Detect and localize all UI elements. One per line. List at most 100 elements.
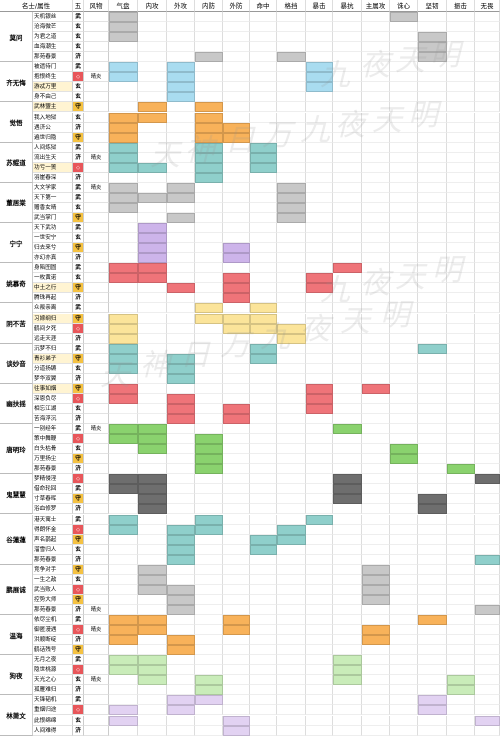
skill-name: 天机银丝 — [33, 12, 73, 22]
attribute-cell — [167, 112, 195, 123]
attribute-cell — [306, 293, 333, 304]
attribute-cell — [362, 705, 390, 716]
attribute-cell — [223, 655, 250, 666]
attribute-cell — [277, 12, 306, 22]
element-badge: ◇ — [73, 625, 84, 636]
attribute-cell — [250, 293, 277, 304]
skill-name: 洪顺断绽 — [33, 635, 73, 646]
attribute-cell — [475, 464, 500, 475]
attribute-cell — [390, 534, 418, 545]
attribute-cell — [447, 102, 475, 113]
attribute-cell — [475, 32, 500, 43]
attribute-cell — [390, 675, 418, 686]
attribute-cell — [250, 725, 277, 736]
attribute-cell — [390, 52, 418, 63]
attribute-cell — [306, 202, 333, 213]
element-badge: 武 — [73, 142, 84, 153]
attribute-cell — [390, 122, 418, 133]
attribute-cell — [109, 534, 138, 545]
attribute-cell — [223, 393, 250, 404]
wind-cell — [84, 263, 109, 274]
attribute-cell — [306, 22, 333, 33]
attribute-mark — [167, 524, 195, 535]
element-badge: 守 — [73, 534, 84, 545]
attribute-cell — [250, 192, 277, 203]
attribute-cell — [109, 172, 138, 183]
attribute-cell — [418, 112, 447, 123]
attribute-mark — [195, 313, 223, 324]
attribute-cell — [362, 454, 390, 465]
attribute-cell — [475, 313, 500, 324]
wind-cell — [84, 434, 109, 445]
attribute-cell — [223, 675, 250, 686]
attribute-cell — [306, 554, 333, 565]
attribute-cell — [195, 22, 223, 33]
attribute-cell — [333, 343, 362, 354]
attribute-mark — [138, 273, 167, 284]
attribute-cell — [333, 72, 362, 83]
attribute-cell — [250, 102, 277, 113]
attribute-cell — [277, 424, 306, 435]
attribute-cell — [109, 243, 138, 254]
attribute-cell — [277, 584, 306, 595]
attribute-cell — [250, 474, 277, 485]
attribute-mark — [362, 594, 390, 605]
attribute-cell — [195, 403, 223, 414]
attribute-cell — [306, 544, 333, 555]
attribute-cell — [390, 544, 418, 555]
element-badge: ◇ — [73, 393, 84, 404]
wind-cell — [84, 615, 109, 625]
attribute-mark — [167, 283, 195, 294]
attribute-cell — [138, 414, 167, 424]
attribute-cell — [390, 333, 418, 344]
wind-cell — [84, 464, 109, 475]
wind-cell — [84, 172, 109, 183]
attribute-cell — [195, 192, 223, 203]
attribute-cell — [277, 484, 306, 495]
attribute-mark — [167, 604, 195, 615]
skill-name: 苦海浮沉 — [33, 414, 73, 424]
attribute-cell — [223, 514, 250, 525]
attribute-cell — [306, 604, 333, 615]
attribute-cell — [475, 42, 500, 53]
attribute-cell — [362, 223, 390, 234]
attribute-cell — [447, 494, 475, 505]
attribute-cell — [306, 665, 333, 676]
attribute-cell — [306, 504, 333, 515]
attribute-cell — [333, 202, 362, 213]
attribute-mark — [250, 353, 277, 364]
attribute-mark — [223, 725, 250, 736]
attribute-cell — [333, 182, 362, 193]
attribute-mark — [223, 615, 250, 625]
attribute-cell — [362, 152, 390, 163]
attribute-cell — [195, 263, 223, 274]
column-header: 暴抗 — [333, 0, 362, 12]
attribute-cell — [306, 323, 333, 334]
attribute-cell — [333, 22, 362, 33]
attribute-mark — [195, 122, 223, 133]
attribute-cell — [475, 243, 500, 254]
attribute-cell — [223, 484, 250, 495]
attribute-cell — [306, 534, 333, 545]
attribute-cell — [418, 243, 447, 254]
attribute-cell — [109, 223, 138, 234]
attribute-cell — [109, 373, 138, 384]
element-badge: ◇ — [73, 474, 84, 485]
attribute-cell — [250, 92, 277, 103]
element-badge: ◇ — [73, 705, 84, 716]
wind-cell — [84, 524, 109, 535]
attribute-cell — [109, 584, 138, 595]
skill-name: 那苑春景 — [33, 464, 73, 475]
attribute-cell — [250, 675, 277, 686]
attribute-mark — [195, 444, 223, 455]
attribute-cell — [390, 564, 418, 575]
attribute-cell — [195, 625, 223, 636]
element-badge: ◇ — [73, 162, 84, 173]
attribute-mark — [109, 323, 138, 334]
attribute-cell — [475, 393, 500, 404]
element-badge: 济 — [73, 293, 84, 304]
attribute-mark — [418, 32, 447, 43]
attribute-cell — [109, 414, 138, 424]
attribute-cell — [195, 323, 223, 334]
attribute-cell — [362, 32, 390, 43]
